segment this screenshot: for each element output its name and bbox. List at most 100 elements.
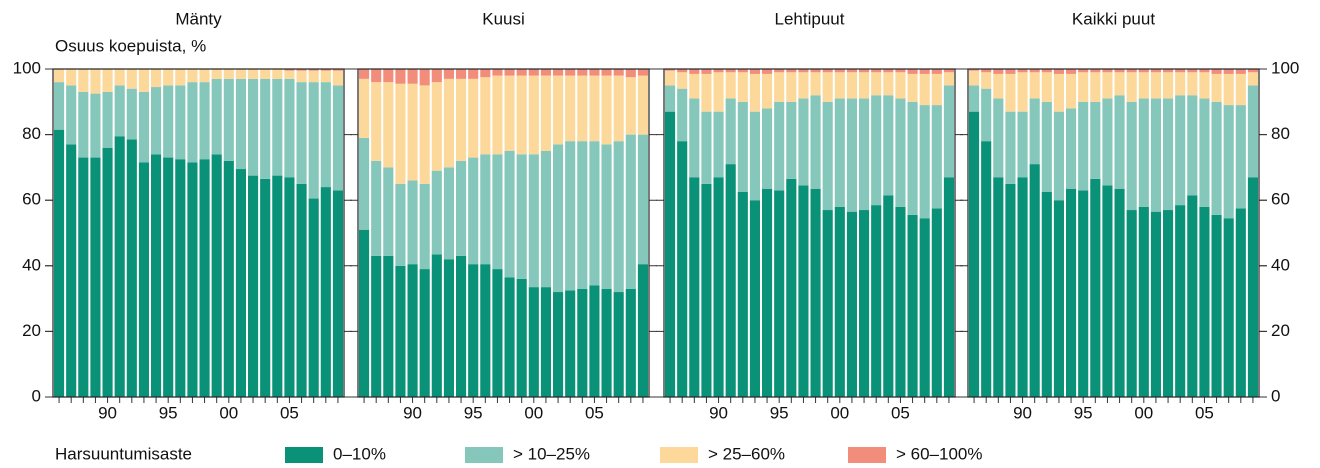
bar-segment xyxy=(553,144,564,293)
bar-segment xyxy=(90,93,101,158)
bar-segment xyxy=(737,72,748,102)
bar-segment xyxy=(883,195,894,397)
bar-segment xyxy=(1029,164,1040,397)
bar-segment xyxy=(859,72,870,99)
y-tick-label: 40 xyxy=(22,255,41,274)
bar-segment xyxy=(1066,108,1077,189)
bar-segment xyxy=(883,69,894,73)
bar-segment xyxy=(810,95,821,189)
bar-segment xyxy=(577,75,588,142)
bar-segment xyxy=(665,70,676,86)
bar-segment xyxy=(810,69,821,73)
bar-segment xyxy=(1114,69,1125,73)
y-tick-label: 80 xyxy=(22,124,41,143)
bar-segment xyxy=(431,254,442,397)
bar-segment xyxy=(138,91,149,163)
bar-segment xyxy=(834,69,845,73)
bar-segment xyxy=(613,292,624,397)
bar-segment xyxy=(163,69,174,86)
bar-segment xyxy=(1163,69,1174,73)
bar-segment xyxy=(589,285,600,397)
bar-segment xyxy=(1211,73,1222,102)
bar-segment xyxy=(1126,101,1137,211)
bar-segment xyxy=(589,75,600,142)
bar-segment xyxy=(822,210,833,397)
bar-segment xyxy=(480,154,491,265)
bar-segment xyxy=(320,69,331,71)
bar-segment xyxy=(492,269,503,397)
panel-frame xyxy=(663,68,956,398)
x-tick-label: 95 xyxy=(159,403,178,422)
bar-segment xyxy=(822,69,833,73)
bar-segment xyxy=(1211,214,1222,397)
panel-background xyxy=(53,69,344,397)
bar-segment xyxy=(1138,72,1149,99)
bar-segment xyxy=(66,144,77,397)
bar-segment xyxy=(871,72,882,96)
bar-segment xyxy=(601,75,612,145)
bar-segment xyxy=(637,134,648,265)
bar-segment xyxy=(919,105,930,219)
bar-segment xyxy=(553,75,564,145)
x-tick-label: 90 xyxy=(403,403,422,422)
bar-segment xyxy=(272,175,283,397)
bar-segment xyxy=(419,183,430,270)
bar-segment xyxy=(1187,95,1198,196)
bar-segment xyxy=(1005,183,1016,397)
bar-segment xyxy=(480,77,491,155)
bar-segment xyxy=(1114,95,1125,189)
y-tick-label: 80 xyxy=(1271,124,1290,143)
bar-segment xyxy=(689,73,700,99)
bar-segment xyxy=(296,69,307,71)
bar-segment xyxy=(90,69,101,94)
x-tick-label: 00 xyxy=(524,403,543,422)
bar-segment xyxy=(786,72,797,102)
bar-segment xyxy=(1041,69,1052,73)
bar-segment xyxy=(637,75,648,135)
bar-segment xyxy=(175,85,186,160)
bar-segment xyxy=(528,154,539,288)
bar-segment xyxy=(175,159,186,397)
bar-segment xyxy=(443,78,454,168)
bar-segment xyxy=(774,72,785,102)
bar-segment xyxy=(516,154,527,279)
bar-segment xyxy=(907,73,918,102)
bar-segment xyxy=(235,78,246,170)
panel-frame xyxy=(52,68,345,398)
bar-segment xyxy=(798,98,809,186)
bar-segment xyxy=(1247,177,1258,397)
y-tick-label: 0 xyxy=(1271,386,1280,405)
bar-segment xyxy=(407,69,418,84)
bar-segment xyxy=(504,75,515,151)
bar-segment xyxy=(296,70,307,83)
bar-segment xyxy=(163,157,174,397)
legend-label: > 25–60% xyxy=(708,444,785,463)
x-tick-label: 05 xyxy=(891,403,910,422)
panel-title: Mänty xyxy=(175,9,222,28)
bar-segment xyxy=(1005,111,1016,184)
bar-segment xyxy=(138,162,149,397)
bar-segment xyxy=(383,82,394,168)
bar-segment xyxy=(577,141,588,289)
bar-segment xyxy=(54,129,65,397)
bar-segment xyxy=(371,82,382,161)
bar-segment xyxy=(504,69,515,76)
y-axis-label: Osuus koepuista, % xyxy=(55,36,206,55)
bar-segment xyxy=(931,73,942,106)
bar-segment xyxy=(774,69,785,73)
bar-segment xyxy=(187,69,198,83)
bar-segment xyxy=(187,82,198,163)
bar-segment xyxy=(296,183,307,397)
bar-segment xyxy=(102,69,113,92)
bar-segment xyxy=(834,98,845,207)
bar-segment xyxy=(1199,206,1210,397)
y-tick-label: 40 xyxy=(1271,255,1290,274)
bar-segment xyxy=(332,190,343,397)
bar-segment xyxy=(1223,69,1234,74)
bar-segment xyxy=(54,69,65,83)
panel-background xyxy=(358,69,649,397)
bar-segment xyxy=(248,69,259,79)
bar-segment xyxy=(456,255,467,397)
bar-segment xyxy=(1078,101,1089,191)
